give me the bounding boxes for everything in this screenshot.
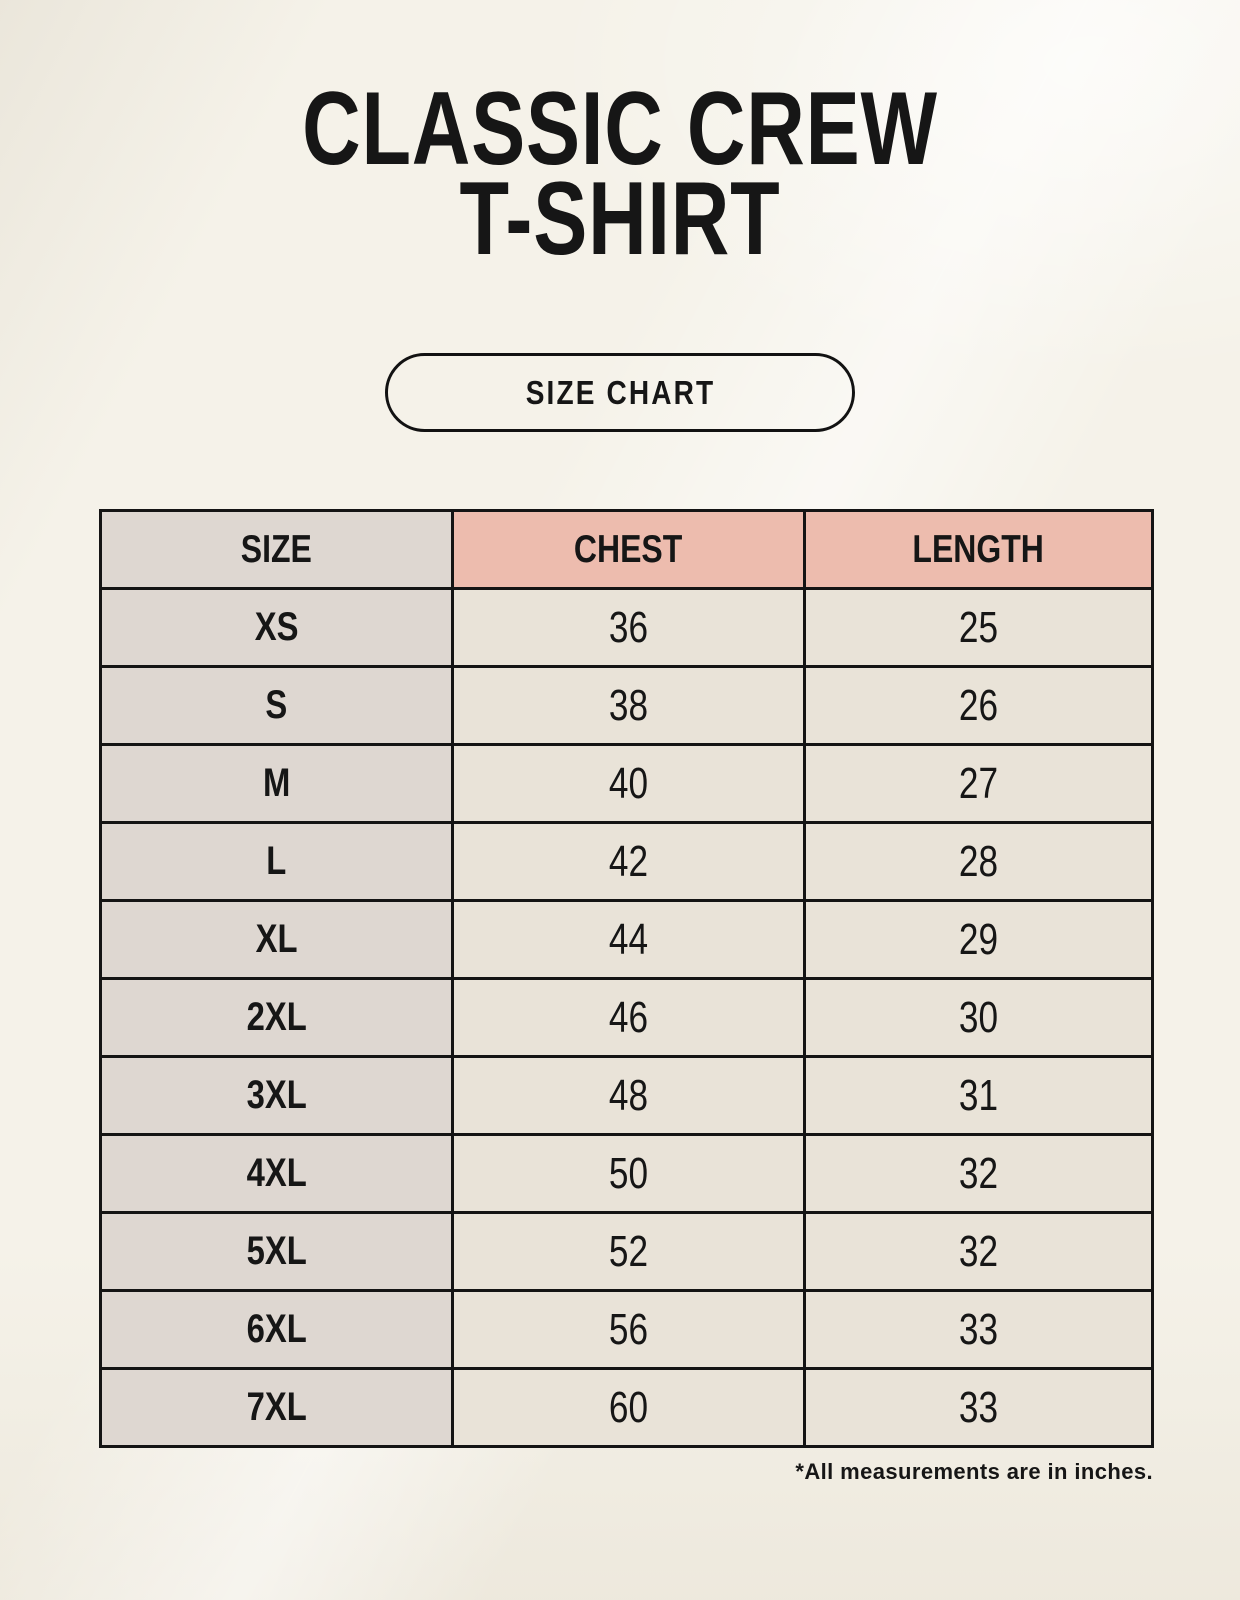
table-row: 4XL 50 32 (98, 1133, 1155, 1214)
chest-value: 48 (609, 1070, 649, 1120)
chest-value: 56 (609, 1304, 649, 1354)
size-value: 3XL (246, 1073, 307, 1117)
length-cell: 30 (802, 977, 1155, 1058)
size-value: XS (254, 605, 299, 649)
measurements-footnote: *All measurements are in inches. (795, 1459, 1153, 1484)
table-row: XL 44 29 (98, 899, 1155, 980)
table-row: 2XL 46 30 (98, 977, 1155, 1058)
size-table: SIZE CHEST LENGTH XS 36 25 S 38 26 M 40 27 L 42 28 XL 4… (98, 509, 1155, 1448)
chest-value: 44 (609, 914, 649, 964)
length-value: 29 (958, 914, 998, 964)
length-value: 25 (958, 602, 998, 652)
table-row: L 42 28 (98, 821, 1155, 902)
chest-cell: 60 (451, 1367, 806, 1448)
size-value: 5XL (246, 1229, 307, 1273)
size-value: 6XL (246, 1307, 307, 1351)
column-header-size: SIZE (98, 509, 455, 590)
length-cell: 33 (802, 1289, 1155, 1370)
length-value: 27 (958, 758, 998, 808)
chest-cell: 36 (451, 587, 806, 668)
size-cell: XL (98, 899, 455, 980)
length-value: 30 (958, 992, 998, 1042)
size-value: M (263, 761, 291, 805)
chest-cell: 56 (451, 1289, 806, 1370)
size-value: 4XL (246, 1151, 307, 1195)
size-table-header: SIZE CHEST LENGTH (98, 509, 1155, 590)
size-value: 7XL (246, 1385, 307, 1429)
table-row: 3XL 48 31 (98, 1055, 1155, 1136)
size-value: 2XL (246, 995, 307, 1039)
table-row: 6XL 56 33 (98, 1289, 1155, 1370)
length-value: 33 (958, 1304, 998, 1354)
length-cell: 28 (802, 821, 1155, 902)
chest-value: 50 (609, 1148, 649, 1198)
length-cell: 27 (802, 743, 1155, 824)
chest-cell: 48 (451, 1055, 806, 1136)
size-cell: L (98, 821, 455, 902)
column-header-chest: CHEST (451, 509, 806, 590)
table-row: S 38 26 (98, 665, 1155, 746)
size-table-body: XS 36 25 S 38 26 M 40 27 L 42 28 XL 44 29 2XL 46 30 3XL 48 3… (98, 587, 1155, 1448)
chest-cell: 46 (451, 977, 806, 1058)
header-row: SIZE CHEST LENGTH (98, 509, 1155, 590)
chest-cell: 42 (451, 821, 806, 902)
chest-value: 40 (609, 758, 649, 808)
chest-cell: 40 (451, 743, 806, 824)
length-cell: 25 (802, 587, 1155, 668)
size-chart-button-label: SIZE CHART (525, 373, 715, 411)
length-value: 28 (958, 836, 998, 886)
length-cell: 31 (802, 1055, 1155, 1136)
chest-cell: 38 (451, 665, 806, 746)
length-value: 31 (958, 1070, 998, 1120)
size-cell: 7XL (98, 1367, 455, 1448)
size-value: S (265, 683, 288, 727)
size-cell: 5XL (98, 1211, 455, 1292)
chest-value: 36 (609, 602, 649, 652)
chest-cell: 50 (451, 1133, 806, 1214)
size-cell: 6XL (98, 1289, 455, 1370)
chest-cell: 52 (451, 1211, 806, 1292)
size-chart-button[interactable]: SIZE CHART (385, 353, 855, 432)
chest-value: 46 (609, 992, 649, 1042)
table-row: XS 36 25 (98, 587, 1155, 668)
size-cell: 4XL (98, 1133, 455, 1214)
length-value: 33 (958, 1382, 998, 1432)
length-cell: 33 (802, 1367, 1155, 1448)
column-header-label: SIZE (241, 527, 313, 571)
length-cell: 26 (802, 665, 1155, 746)
chest-value: 38 (609, 680, 649, 730)
size-cell: M (98, 743, 455, 824)
column-header-label: CHEST (574, 527, 683, 571)
size-cell: XS (98, 587, 455, 668)
table-row: M 40 27 (98, 743, 1155, 824)
length-cell: 32 (802, 1211, 1155, 1292)
length-value: 32 (958, 1148, 998, 1198)
size-cell: 3XL (98, 1055, 455, 1136)
column-header-label: LENGTH (912, 527, 1045, 571)
size-value: L (266, 839, 287, 883)
table-row: 5XL 52 32 (98, 1211, 1155, 1292)
length-cell: 29 (802, 899, 1155, 980)
page-title-line-1: CLASSIC CREW (302, 71, 938, 187)
chest-cell: 44 (451, 899, 806, 980)
length-value: 26 (958, 680, 998, 730)
page-title-line-2: T-SHIRT (459, 161, 781, 278)
length-cell: 32 (802, 1133, 1155, 1214)
size-cell: S (98, 665, 455, 746)
column-header-length: LENGTH (802, 509, 1155, 590)
table-row: 7XL 60 33 (98, 1367, 1155, 1448)
page-title: CLASSIC CREW T-SHIRT (0, 71, 1240, 278)
chest-value: 42 (609, 836, 649, 886)
size-value: XL (255, 917, 298, 961)
size-cell: 2XL (98, 977, 455, 1058)
length-value: 32 (958, 1226, 998, 1276)
chest-value: 52 (609, 1226, 649, 1276)
chest-value: 60 (609, 1382, 649, 1432)
